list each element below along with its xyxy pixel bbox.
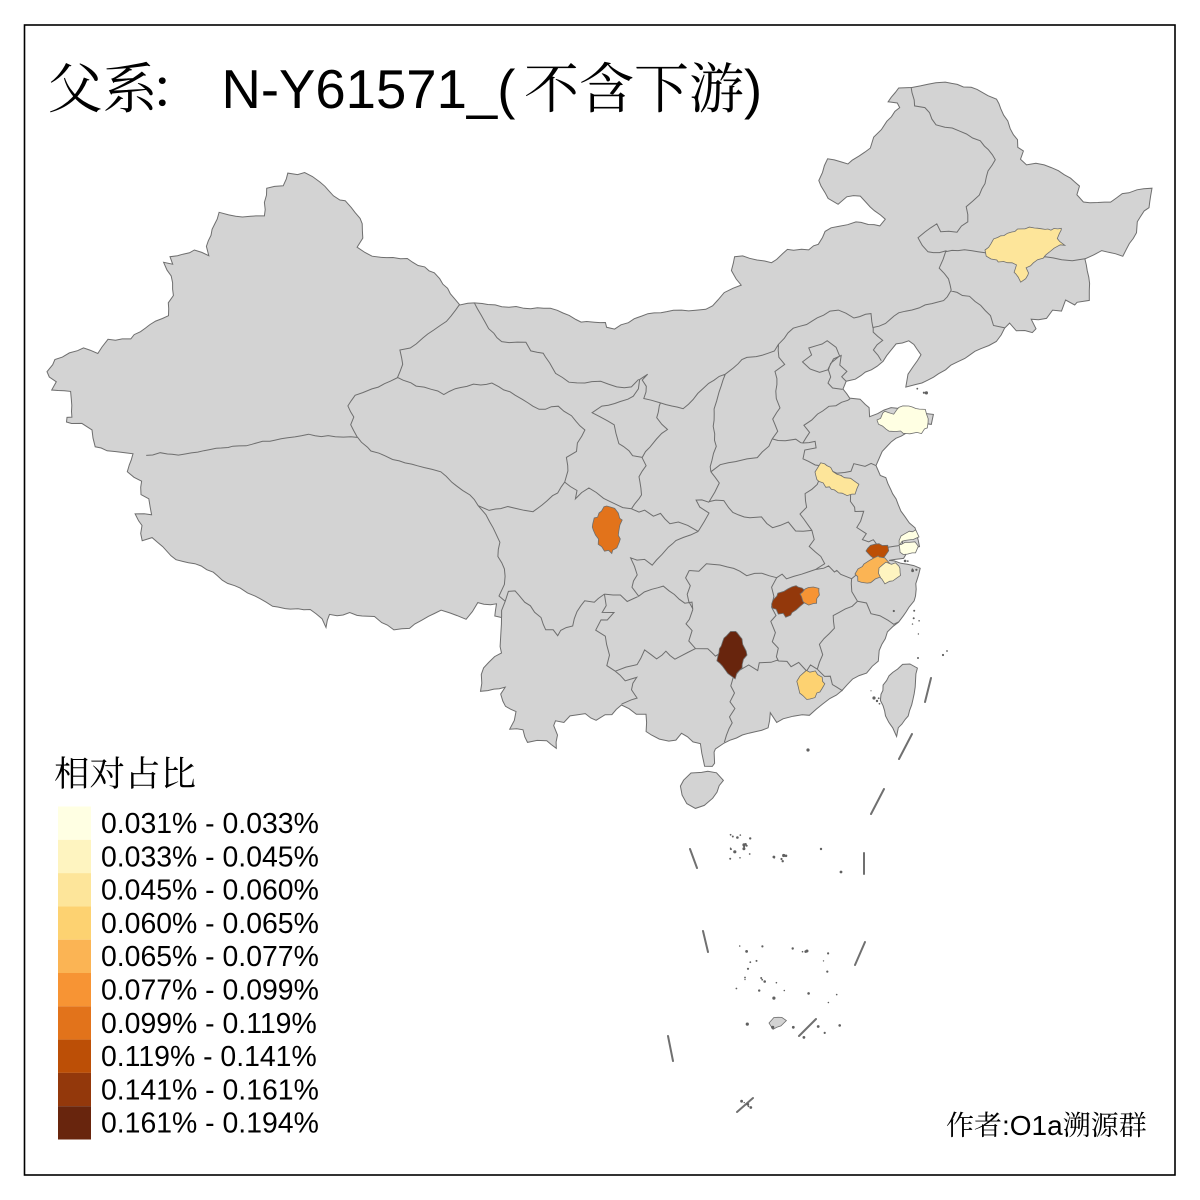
svg-text:0.119% - 0.141%: 0.119% - 0.141% [101, 1041, 317, 1073]
svg-text:0.045% - 0.060%: 0.045% - 0.060% [101, 875, 319, 907]
svg-text:0.099% - 0.119%: 0.099% - 0.119% [101, 1008, 317, 1040]
svg-text::O1a: :O1a [1002, 1110, 1063, 1141]
svg-text:0.065% - 0.077%: 0.065% - 0.077% [101, 941, 319, 973]
svg-text:0.077% - 0.099%: 0.077% - 0.099% [101, 975, 319, 1007]
svg-text:): ) [744, 59, 762, 120]
svg-text:N-Y61571_(: N-Y61571_( [222, 59, 516, 120]
svg-text:0.031% - 0.033%: 0.031% - 0.033% [101, 808, 319, 840]
svg-text:0.033% - 0.045%: 0.033% - 0.045% [101, 841, 319, 873]
svg-text:0.161% - 0.194%: 0.161% - 0.194% [101, 1108, 319, 1140]
svg-text:0.060% - 0.065%: 0.060% - 0.065% [101, 908, 319, 940]
svg-text:0.141% - 0.161%: 0.141% - 0.161% [101, 1074, 319, 1106]
